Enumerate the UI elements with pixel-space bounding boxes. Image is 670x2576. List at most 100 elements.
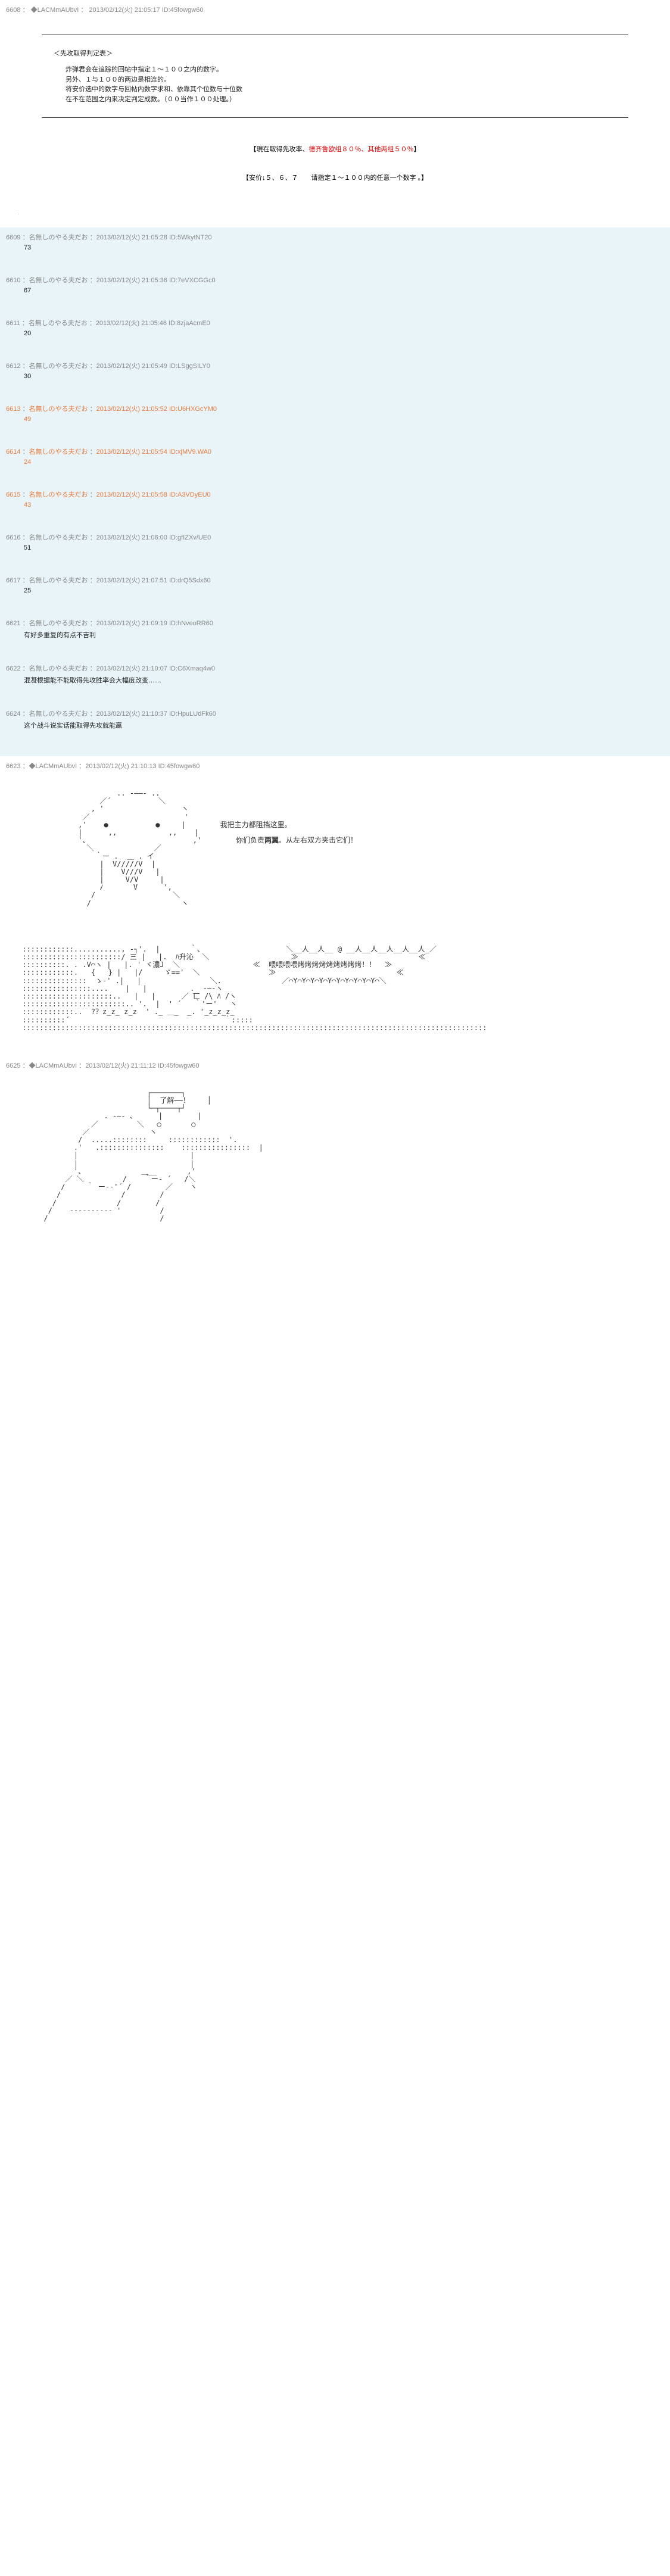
- post-header: 6621 ：名無しのやる夫だお ：2013/02/12(火) 21:09:19 …: [6, 618, 664, 628]
- post-author: 名無しのやる夫だお: [29, 534, 88, 541]
- post-header: 6612 ：名無しのやる夫だお ：2013/02/12(火) 21:05:49 …: [6, 361, 664, 370]
- box-line: 在不在范围之内来决定判定成数。（００当作１００处理。）: [66, 96, 236, 103]
- post-number: 6612: [6, 363, 20, 370]
- post: 6615 ：名無しのやる夫だお ：2013/02/12(火) 21:05:58 …: [0, 485, 670, 528]
- ascii-art: .. -――- .. ／´ ＼ , ' ヽ ／ ' ,' ● ● | 我把主力都…: [18, 790, 664, 907]
- post-date: 2013/02/12(火) 21:11:12: [85, 1062, 155, 1069]
- post-author: 名無しのやる夫だお: [29, 277, 88, 284]
- post-author: 名無しのやる夫だお: [29, 491, 88, 498]
- post-date: 2013/02/12(火) 21:05:52: [96, 406, 167, 413]
- post-header: 6617 ：名無しのやる夫だお ：2013/02/12(火) 21:07:51 …: [6, 575, 664, 585]
- post: 6623 ：◆LACMmAUbvI ：2013/02/12(火) 21:10:1…: [0, 756, 670, 1056]
- post-number: 6623: [6, 763, 20, 770]
- post-number: 6613: [6, 406, 20, 413]
- post: 6609 ：名無しのやる夫だお ：2013/02/12(火) 21:05:28 …: [0, 227, 670, 270]
- post-id: ID:HpuLUdFk60: [169, 710, 216, 718]
- post: 6611 ：名無しのやる夫だお ：2013/02/12(火) 21:05:46 …: [0, 313, 670, 356]
- post-date: 2013/02/12(火) 21:05:28: [96, 234, 167, 241]
- post-date: 2013/02/12(火) 21:09:19: [96, 620, 167, 627]
- post-header: 6608 ： ◆LACMmAUbvI ： 2013/02/12(火) 21:05…: [6, 5, 664, 14]
- post-date: 2013/02/12(火) 21:05:58: [96, 491, 167, 498]
- post: 6608 ： ◆LACMmAUbvI ： 2013/02/12(火) 21:05…: [0, 0, 670, 227]
- post-author: 名無しのやる夫だお: [29, 665, 88, 672]
- post-body: 混凝根据能不能取得先攻胜率会大幅度改变……: [24, 675, 664, 685]
- post-body: 20: [24, 330, 664, 337]
- post-body: 30: [24, 373, 664, 380]
- box-line: 炸弹君会在追踪的回帖中指定１～１００之内的数字。: [66, 66, 223, 73]
- post-date: 2013/02/12(火) 21:10:37: [96, 710, 167, 718]
- post-author: 名無しのやる夫だお: [29, 710, 88, 718]
- post-body: 49: [24, 416, 664, 423]
- post-id: ID:gfIZXv/UE0: [169, 534, 211, 541]
- box-text: 炸弹君会在追踪的回帖中指定１～１００之内的数字。 另外、１与１００的两边是相连的…: [66, 65, 664, 104]
- post: 6614 ：名無しのやる夫だお ：2013/02/12(火) 21:05:54 …: [0, 442, 670, 485]
- post-number: 6624: [6, 710, 20, 718]
- post-author: ◆LACMmAUbvI: [29, 763, 77, 770]
- post-header: 6610 ：名無しのやる夫だお ：2013/02/12(火) 21:05:36 …: [6, 275, 664, 285]
- aa-caption-bold: 两翼: [264, 836, 279, 844]
- post-id: ID:45fowgw60: [158, 763, 200, 770]
- dot: .: [18, 210, 664, 216]
- post-id: ID:5WkytNT20: [169, 234, 212, 241]
- post-number: 6608: [6, 7, 20, 14]
- post-number: 6611: [6, 320, 20, 327]
- post-author: 名無しのやる夫だお: [29, 577, 88, 584]
- post-id: ID:7eVXCGGc0: [169, 277, 216, 284]
- post: 6616 ：名無しのやる夫だお ：2013/02/12(火) 21:06:00 …: [0, 528, 670, 570]
- post: 6621 ：名無しのやる夫だお ：2013/02/12(火) 21:09:19 …: [0, 613, 670, 659]
- post: 6612 ：名無しのやる夫だお ：2013/02/12(火) 21:05:49 …: [0, 356, 670, 399]
- post-body: 这个战斗说实话能取得先攻就能赢: [24, 721, 664, 730]
- post-header: 6613 ：名無しのやる夫だお ：2013/02/12(火) 21:05:52 …: [6, 404, 664, 413]
- post-header: 6624 ：名無しのやる夫だお ：2013/02/12(火) 21:10:37 …: [6, 709, 664, 718]
- post-id: ID:A3VDyEU0: [169, 491, 211, 498]
- status-text: 【現在取得先攻率、: [250, 146, 309, 153]
- aa-caption: 喂喂喂喂烤烤烤烤烤烤烤烤烤！！: [269, 960, 376, 969]
- post-author: 名無しのやる夫だお: [29, 406, 88, 413]
- post-id: ID:C6Xmaq4w0: [169, 665, 215, 672]
- post-number: 6615: [6, 491, 20, 498]
- post-header: 6614 ：名無しのやる夫だお ：2013/02/12(火) 21:05:54 …: [6, 447, 664, 456]
- post: 6613 ：名無しのやる夫だお ：2013/02/12(火) 21:05:52 …: [0, 399, 670, 442]
- post-header: 6623 ：◆LACMmAUbvI ：2013/02/12(火) 21:10:1…: [6, 761, 664, 771]
- status-red: 德齐鲁欧组８０％、其他两组５０％: [309, 146, 414, 153]
- post-id: ID:xjMV9.WA0: [169, 448, 211, 456]
- post-header: 6616 ：名無しのやる夫だお ：2013/02/12(火) 21:06:00 …: [6, 532, 664, 542]
- aa-caption: 我把主力都阻挡这里。: [220, 821, 292, 829]
- post-author: 名無しのやる夫だお: [29, 320, 88, 327]
- post-header: 6622 ：名無しのやる夫だお ：2013/02/12(火) 21:10:07 …: [6, 663, 664, 673]
- post-body: 73: [24, 244, 664, 251]
- post-date: 2013/02/12(火) 21:05:36: [96, 277, 167, 284]
- post: 6625 ：◆LACMmAUbvI ：2013/02/12(火) 21:11:1…: [0, 1056, 670, 1246]
- post-body: 25: [24, 587, 664, 594]
- post-author: 名無しのやる夫だお: [29, 448, 88, 456]
- box-title: ＜先攻取得判定表＞: [54, 48, 664, 58]
- ascii-art: ::::::::::::..........., -┐'. | ｀、 ＼__人_…: [18, 946, 664, 1032]
- post-date: 2013/02/12(火) 21:05:46: [96, 320, 167, 327]
- post-header: 6615 ：名無しのやる夫だお ：2013/02/12(火) 21:05:58 …: [6, 489, 664, 499]
- aa-caption: 你们负责: [236, 836, 264, 844]
- post-number: 6616: [6, 534, 20, 541]
- box-line: 将安价选中的数字与回帖内数字求和、依靠其个位数与十位数: [66, 86, 242, 93]
- status-line: 【現在取得先攻率、德齐鲁欧组８０％、其他两组５０％】: [6, 144, 664, 154]
- post-date: 2013/02/12(火) 21:05:17: [89, 7, 160, 14]
- post-author: 名無しのやる夫だお: [29, 363, 88, 370]
- post-header: 6609 ：名無しのやる夫だお ：2013/02/12(火) 21:05:28 …: [6, 232, 664, 242]
- post-body: 有好多重复的有点不吉利: [24, 630, 664, 640]
- post: 6624 ：名無しのやる夫だお ：2013/02/12(火) 21:10:37 …: [0, 704, 670, 756]
- post-number: 6614: [6, 448, 20, 456]
- status-text: 】: [414, 146, 420, 153]
- post-number: 6621: [6, 620, 20, 627]
- post-header: 6611 ：名無しのやる夫だお ：2013/02/12(火) 21:05:46 …: [6, 318, 664, 328]
- post-id: ID:45fowgw60: [158, 1062, 200, 1069]
- post-number: 6617: [6, 577, 20, 584]
- post-body: 24: [24, 459, 664, 466]
- post: 6622 ：名無しのやる夫だお ：2013/02/12(火) 21:10:07 …: [0, 659, 670, 704]
- post-date: 2013/02/12(火) 21:10:13: [85, 763, 156, 770]
- post-date: 2013/02/12(火) 21:07:51: [96, 577, 167, 584]
- post: 6610 ：名無しのやる夫だお ：2013/02/12(火) 21:05:36 …: [0, 270, 670, 313]
- post-body: 43: [24, 501, 664, 509]
- post-number: 6609: [6, 234, 20, 241]
- separator: [42, 117, 628, 118]
- post-date: 2013/02/12(火) 21:05:49: [96, 363, 167, 370]
- post-body: 51: [24, 544, 664, 551]
